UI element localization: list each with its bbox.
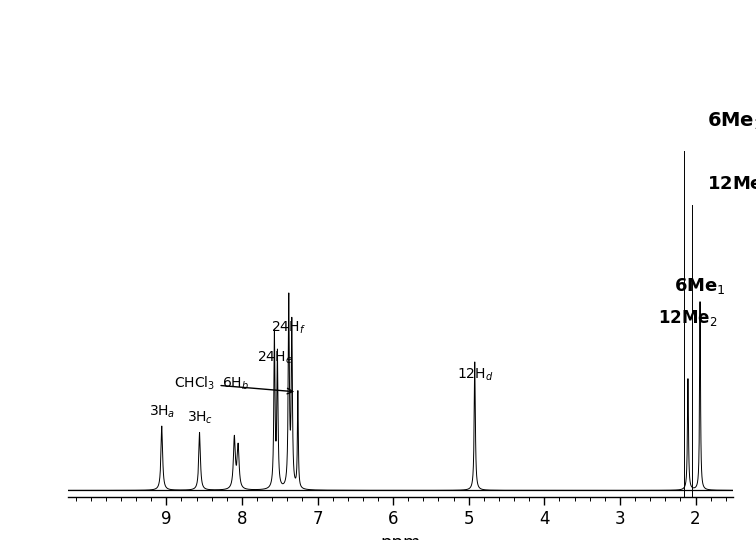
Text: 3H$_a$: 3H$_a$ bbox=[149, 403, 175, 420]
Text: 6Me$_1$: 6Me$_1$ bbox=[707, 111, 756, 132]
Text: 24H$_f$: 24H$_f$ bbox=[271, 320, 306, 336]
Text: 24H$_e$: 24H$_e$ bbox=[256, 350, 293, 366]
Text: 12H$_d$: 12H$_d$ bbox=[457, 367, 493, 383]
Text: 3H$_c$: 3H$_c$ bbox=[187, 410, 212, 426]
Text: 12Me$_2$: 12Me$_2$ bbox=[707, 173, 756, 194]
Text: 12Me$_2$: 12Me$_2$ bbox=[658, 308, 717, 328]
Text: CHCl$_3$: CHCl$_3$ bbox=[175, 375, 293, 394]
Text: 6Me$_1$: 6Me$_1$ bbox=[674, 275, 726, 295]
X-axis label: ppm: ppm bbox=[380, 534, 421, 540]
Text: 6H$_b$: 6H$_b$ bbox=[222, 375, 249, 392]
